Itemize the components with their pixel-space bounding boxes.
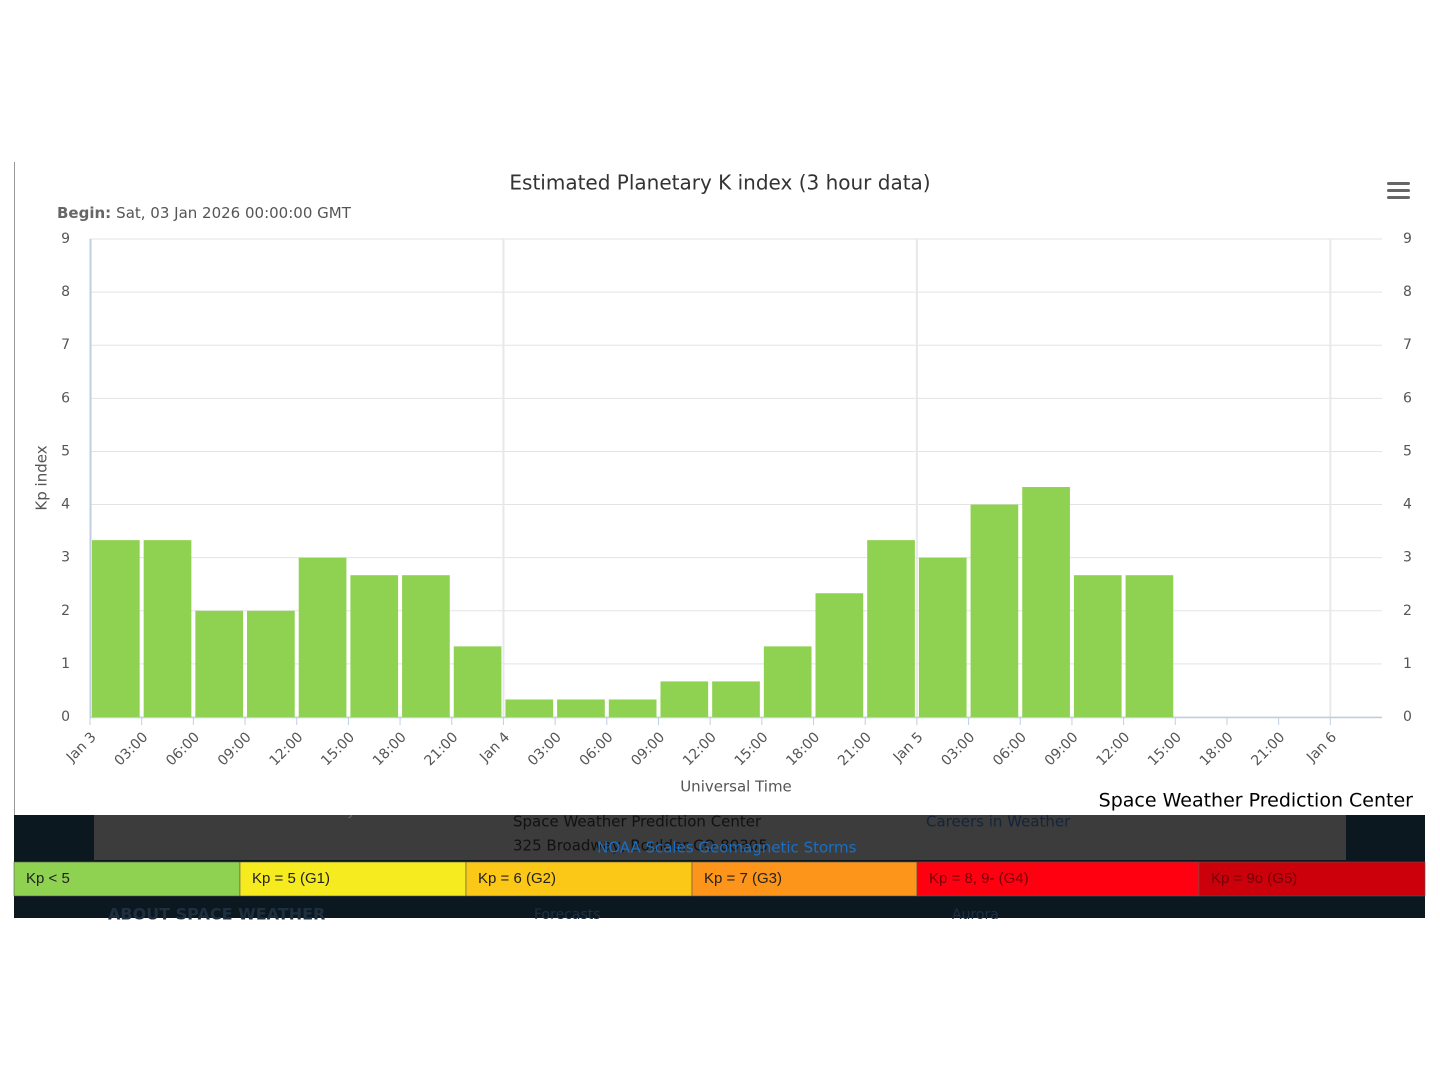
y-tick-label: 2 (61, 603, 70, 619)
bar (763, 646, 812, 717)
menu-line (1387, 182, 1410, 185)
legend-label: Kp = 8, 9- (G4) (929, 870, 1029, 887)
y2-tick-label: 6 (1403, 390, 1412, 406)
bar (453, 646, 502, 717)
legend-swatch (691, 861, 918, 897)
footer-panel (94, 815, 1346, 860)
y2-tick-label: 3 (1403, 550, 1412, 566)
subtitle-label: Begin: (57, 204, 111, 222)
legend-label: Kp = 7 (G3) (704, 870, 782, 887)
x-axis-title: Universal Time (680, 778, 792, 796)
legend: Kp < 5 Kp = 5 (G1) Kp = 6 (G2) Kp = 7 (G3) K… (13, 861, 1426, 897)
y-tick-label: 3 (61, 550, 70, 566)
bar (1073, 575, 1122, 717)
bar (92, 540, 140, 717)
bar (1125, 575, 1174, 717)
menu-line (1387, 189, 1410, 192)
chart-title: Estimated Planetary K index (3 hour data… (509, 171, 930, 195)
legend-label: Kp < 5 (26, 870, 70, 887)
subtitle-value: Sat, 03 Jan 2026 00:00:00 GMT (116, 204, 352, 222)
footer-link[interactable]: Careers in Weather (926, 813, 1071, 831)
y-tick-label: 9 (61, 231, 70, 247)
bar (557, 699, 605, 717)
y2-tick-label: 8 (1403, 284, 1412, 300)
legend-swatch (1198, 861, 1426, 897)
bar (1022, 487, 1070, 717)
menu-line (1387, 196, 1410, 199)
bar (350, 575, 399, 717)
y2-tick-label: 2 (1403, 603, 1412, 619)
bar (970, 504, 1019, 717)
bar (195, 610, 244, 717)
bar (660, 681, 709, 717)
y2-tick-label: 5 (1403, 443, 1412, 459)
bar (712, 681, 760, 717)
bar (247, 610, 295, 717)
bar (505, 699, 554, 717)
bar (402, 575, 450, 717)
legend-swatch (239, 861, 467, 897)
legend-label: Kp = 6 (G2) (478, 870, 556, 887)
y-tick-label: 7 (61, 337, 70, 353)
y-tick-label: 8 (61, 284, 70, 300)
y2-tick-label: 0 (1403, 709, 1412, 725)
chart-subtitle: Begin: Sat, 03 Jan 2026 00:00:00 GMT (57, 204, 352, 222)
y2-tick-label: 7 (1403, 337, 1412, 353)
y-axis-title: Kp index (33, 445, 51, 510)
y2-tick-label: 9 (1403, 231, 1412, 247)
bar (867, 540, 915, 717)
credit: Space Weather Prediction Center (1099, 790, 1414, 812)
bar (918, 557, 967, 717)
y2-tick-label: 1 (1403, 656, 1412, 672)
bar (143, 540, 192, 717)
bar (608, 699, 657, 717)
y-tick-label: 1 (61, 656, 70, 672)
y-tick-label: 4 (61, 497, 70, 513)
menu-button[interactable] (1387, 182, 1410, 199)
y2-tick-label: 4 (1403, 497, 1412, 513)
y-tick-label: 5 (61, 443, 70, 459)
bar (815, 593, 864, 717)
footer-link[interactable]: Aurora (952, 907, 999, 923)
footer-heading: ABOUT SPACE WEATHER (108, 905, 325, 924)
footer-text: 325 Broadway, Boulder CO 80305 (513, 837, 768, 855)
footer-link[interactable]: NOAA Scales Geomagnetic Storms (597, 839, 857, 857)
footer-text: Space Weather Prediction Center (513, 813, 762, 831)
legend-label: Kp = 9o (G5) (1211, 870, 1297, 887)
y-tick-label: 6 (61, 390, 70, 406)
legend-swatch (465, 861, 693, 897)
bar (298, 557, 347, 717)
footer-link[interactable]: Forecasts (534, 907, 601, 923)
legend-label: Kp = 5 (G1) (252, 870, 330, 887)
y-tick-label: 0 (61, 709, 70, 725)
